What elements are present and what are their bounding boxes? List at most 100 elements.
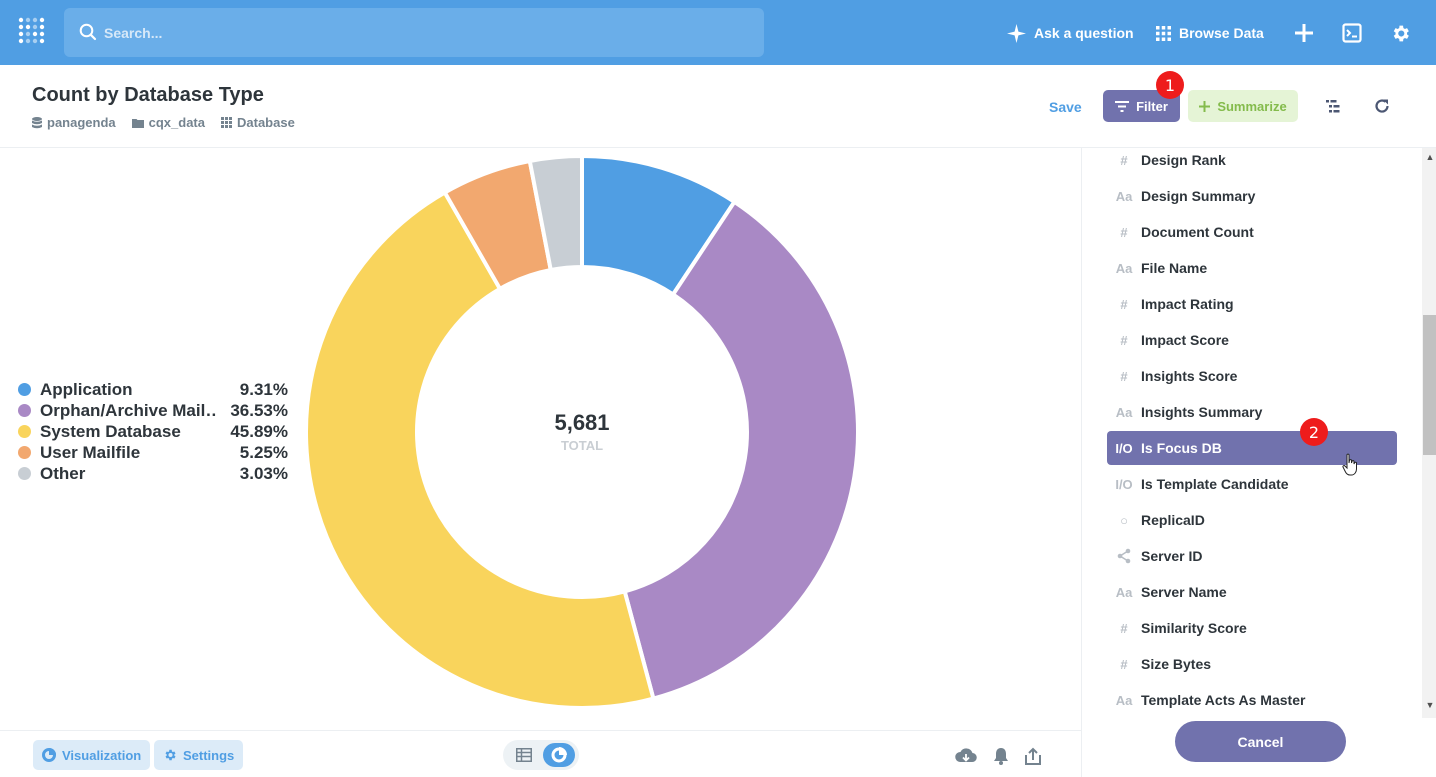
search-bar[interactable]: Search...	[64, 8, 764, 57]
refresh-icon[interactable]	[1372, 96, 1392, 116]
number-type-icon: #	[1120, 152, 1128, 168]
bell-alert-icon[interactable]	[990, 745, 1012, 767]
settings-gear-icon[interactable]	[1387, 20, 1413, 46]
field-item[interactable]: Aa File Name	[1107, 251, 1397, 285]
legend-color-dot	[18, 467, 31, 480]
field-item[interactable]: # Size Bytes	[1107, 647, 1397, 681]
download-icon[interactable]	[955, 745, 977, 767]
legend-color-dot	[18, 404, 31, 417]
legend-color-dot	[18, 425, 31, 438]
breadcrumb-table[interactable]: Database	[221, 115, 295, 130]
donut-chart	[304, 153, 860, 710]
search-icon	[79, 23, 97, 41]
legend-item[interactable]: Other 3.03%	[18, 463, 288, 484]
settings-button[interactable]: Settings	[154, 740, 244, 770]
metabase-logo-icon[interactable]	[18, 17, 46, 49]
legend-item[interactable]: Application 9.31%	[18, 379, 288, 400]
sql-editor-icon[interactable]	[1339, 20, 1365, 46]
table-view-icon[interactable]	[513, 746, 535, 764]
scrollbar-thumb[interactable]	[1423, 315, 1436, 455]
field-item[interactable]: I/O Is Template Candidate	[1107, 467, 1397, 501]
new-plus-icon[interactable]	[1291, 20, 1317, 46]
legend-value: 3.03%	[239, 463, 288, 483]
field-item-label: Impact Score	[1141, 332, 1229, 348]
field-item-label: Insights Summary	[1141, 404, 1263, 420]
legend-color-dot	[18, 383, 31, 396]
field-item[interactable]: # Document Count	[1107, 215, 1397, 249]
ask-question-button[interactable]: Ask a question	[1007, 20, 1134, 46]
field-list: # Design Rank Aa Design Summary # Document Co…	[1082, 148, 1422, 718]
donut-total-value: 5,681	[554, 410, 610, 435]
table-grid-icon	[221, 117, 232, 128]
view-toggle	[503, 740, 579, 770]
field-item[interactable]: # Impact Rating	[1107, 287, 1397, 321]
summarize-button[interactable]: Summarize	[1188, 90, 1298, 122]
browse-data-label: Browse Data	[1179, 25, 1264, 41]
field-item[interactable]: # Insights Score	[1107, 359, 1397, 393]
text-type-icon: Aa	[1115, 404, 1133, 420]
breadcrumb-schema[interactable]: cqx_data	[131, 115, 205, 130]
page-title: Count by Database Type	[32, 84, 264, 106]
pie-chart-icon	[42, 748, 56, 762]
visualization-button-label: Visualization	[62, 747, 142, 763]
field-item[interactable]: # Similarity Score	[1107, 611, 1397, 645]
ask-question-label: Ask a question	[1034, 25, 1134, 41]
donut-slice-1[interactable]	[622, 199, 860, 702]
share-icon	[1107, 548, 1141, 564]
field-item-label: Is Template Candidate	[1141, 476, 1289, 492]
text-type-icon: Aa	[1115, 260, 1133, 276]
field-item[interactable]: Server ID	[1107, 539, 1397, 573]
legend-value: 9.31%	[239, 379, 288, 399]
field-item-label: Document Count	[1141, 224, 1254, 240]
breadcrumb-table-label: Database	[237, 115, 295, 130]
notebook-editor-icon[interactable]	[1324, 96, 1344, 116]
field-item[interactable]: ○ ReplicaID	[1107, 503, 1397, 537]
save-button[interactable]: Save	[1049, 99, 1082, 115]
donut-slice-4[interactable]	[527, 153, 584, 273]
field-item-label: ReplicaID	[1141, 512, 1205, 528]
browse-data-button[interactable]: Browse Data	[1156, 20, 1264, 46]
number-type-icon: #	[1120, 224, 1128, 240]
share-export-icon[interactable]	[1022, 745, 1044, 767]
scroll-down-arrow-icon[interactable]: ▼	[1425, 700, 1435, 710]
number-type-icon: #	[1120, 368, 1128, 384]
cancel-button[interactable]: Cancel	[1175, 721, 1346, 762]
top-navigation-bar: Search... Ask a question Browse Data	[0, 0, 1436, 65]
legend-item[interactable]: System Database 45.89%	[18, 421, 288, 442]
filter-field-picker-sidebar: # Design Rank Aa Design Summary # Document Co…	[1081, 148, 1436, 777]
scroll-up-arrow-icon[interactable]: ▲	[1425, 152, 1435, 162]
database-icon	[32, 116, 42, 128]
field-item[interactable]: Aa Template Acts As Master	[1107, 683, 1397, 717]
step-badge-1: 1	[1156, 71, 1184, 99]
search-placeholder: Search...	[104, 25, 163, 41]
donut-slice-2[interactable]	[304, 189, 656, 710]
text-type-icon: Aa	[1115, 692, 1133, 708]
breadcrumb-database-label: panagenda	[47, 115, 116, 130]
chart-legend: Application 9.31% Orphan/Archive Mail… 36.5…	[18, 379, 288, 484]
legend-color-dot	[18, 446, 31, 459]
summarize-button-label: Summarize	[1217, 98, 1287, 114]
legend-item[interactable]: User Mailfile 5.25%	[18, 442, 288, 463]
field-item-label: Server ID	[1141, 548, 1203, 564]
legend-item[interactable]: Orphan/Archive Mail… 36.53%	[18, 400, 288, 421]
legend-label: Application	[40, 379, 133, 399]
field-item[interactable]: Aa Insights Summary	[1107, 395, 1397, 429]
hand-cursor-icon	[1342, 453, 1357, 476]
question-header: Count by Database Type panagenda cqx_dat…	[0, 65, 1436, 148]
field-item-label: Template Acts As Master	[1141, 692, 1306, 708]
field-item[interactable]: Aa Server Name	[1107, 575, 1397, 609]
field-item[interactable]: # Design Rank	[1107, 148, 1397, 177]
sparkle-icon	[1007, 23, 1026, 43]
field-item-label: Impact Rating	[1141, 296, 1234, 312]
number-type-icon: #	[1120, 296, 1128, 312]
field-item[interactable]: # Impact Score	[1107, 323, 1397, 357]
breadcrumb-database[interactable]: panagenda	[32, 115, 116, 130]
filter-icon	[1115, 100, 1130, 112]
field-item[interactable]: Aa Design Summary	[1107, 179, 1397, 213]
visualization-button[interactable]: Visualization	[33, 740, 151, 770]
filter-button-label: Filter	[1136, 98, 1168, 114]
number-type-icon: #	[1120, 332, 1128, 348]
chart-view-icon[interactable]	[543, 743, 575, 767]
grid-icon	[1156, 25, 1171, 41]
boolean-type-icon: I/O	[1115, 440, 1133, 456]
